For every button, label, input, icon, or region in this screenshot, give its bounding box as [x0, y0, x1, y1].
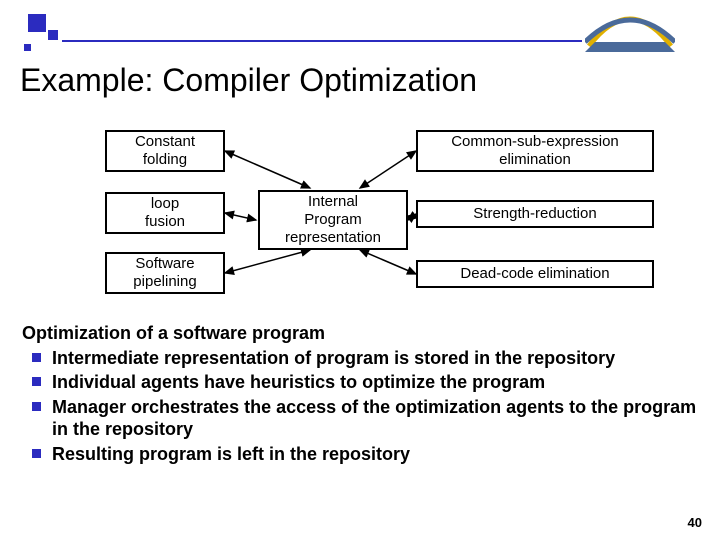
box-label: Strength-reduction	[473, 205, 596, 223]
box-label: InternalProgramrepresentation	[285, 193, 381, 247]
body-heading: Optimization of a software program	[22, 322, 698, 345]
body-text: Optimization of a software program Inter…	[22, 322, 698, 467]
accent-square	[48, 30, 58, 40]
box-label: loopfusion	[145, 195, 185, 231]
box-label: Constantfolding	[135, 133, 195, 169]
box-loop-fusion: loopfusion	[105, 192, 225, 234]
box-dead-code-elimination: Dead-code elimination	[416, 260, 654, 288]
accent-square	[28, 14, 46, 32]
slide-title: Example: Compiler Optimization	[20, 62, 477, 99]
box-constant-folding: Constantfolding	[105, 130, 225, 172]
box-label: Softwarepipelining	[133, 255, 196, 291]
box-internal-program-representation: InternalProgramrepresentation	[258, 190, 408, 250]
box-label: Dead-code elimination	[460, 265, 609, 283]
page-number: 40	[688, 515, 702, 530]
list-item: Resulting program is left in the reposit…	[52, 443, 698, 466]
list-item: Manager orchestrates the access of the o…	[52, 396, 698, 441]
bridge-logo-icon	[585, 8, 675, 57]
accent-line	[62, 40, 582, 42]
list-item: Individual agents have heuristics to opt…	[52, 371, 698, 394]
bullet-list: Intermediate representation of program i…	[22, 347, 698, 466]
header-accent	[0, 0, 720, 52]
diagram-area: Constantfolding loopfusion Softwarepipel…	[0, 120, 720, 315]
box-common-sub-expression: Common-sub-expressionelimination	[416, 130, 654, 172]
list-item: Intermediate representation of program i…	[52, 347, 698, 370]
accent-square	[24, 44, 31, 51]
box-label: Common-sub-expressionelimination	[451, 133, 619, 169]
box-software-pipelining: Softwarepipelining	[105, 252, 225, 294]
box-strength-reduction: Strength-reduction	[416, 200, 654, 228]
